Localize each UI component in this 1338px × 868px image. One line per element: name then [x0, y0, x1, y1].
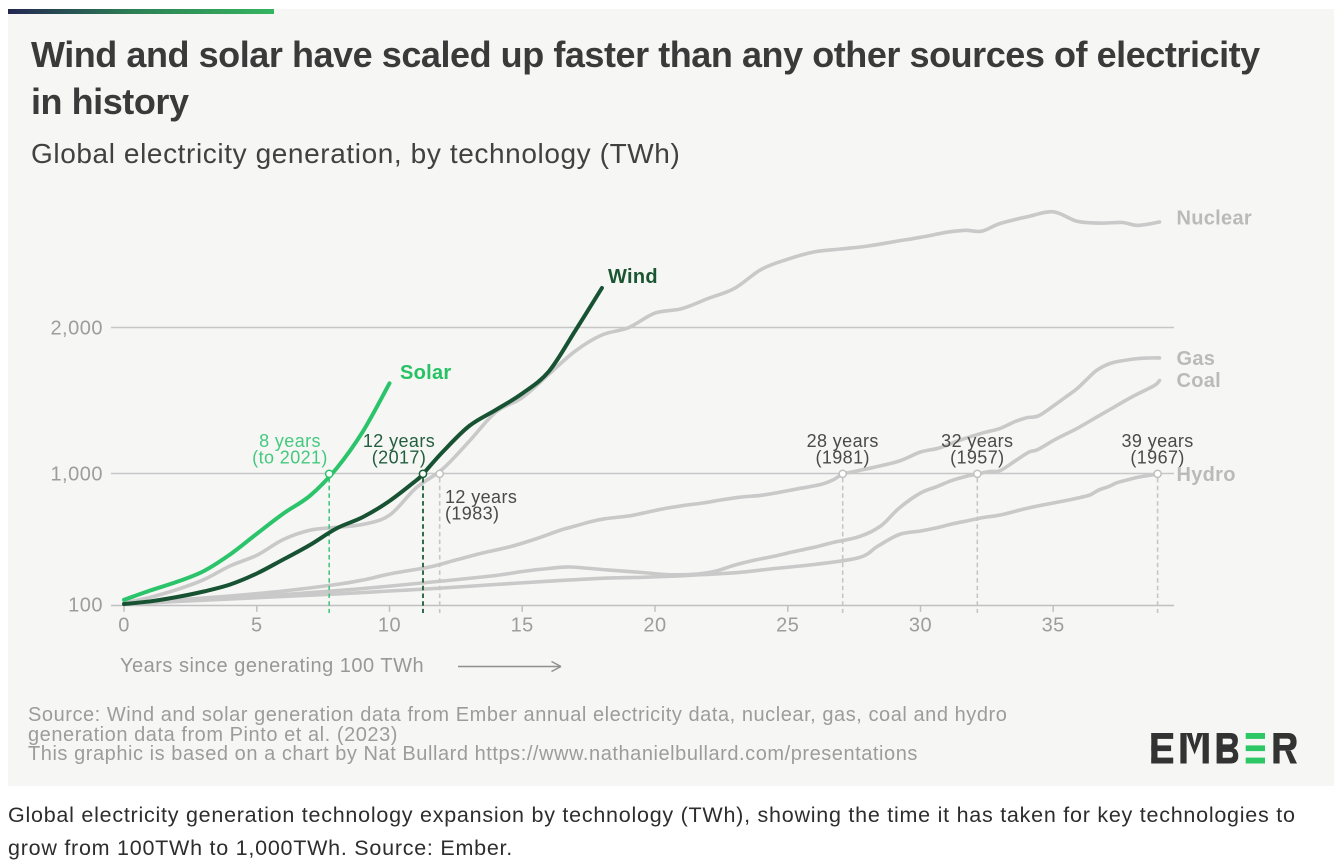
svg-text:2,000: 2,000	[50, 318, 103, 340]
svg-text:39 years: 39 years	[1121, 431, 1193, 451]
svg-text:12 years: 12 years	[445, 487, 517, 507]
svg-text:15: 15	[511, 615, 534, 637]
svg-text:100: 100	[68, 594, 103, 616]
svg-text:1,000: 1,000	[50, 464, 103, 486]
svg-text:35: 35	[1042, 615, 1065, 637]
svg-text:32 years: 32 years	[941, 431, 1013, 451]
svg-text:20: 20	[643, 615, 666, 637]
svg-text:(to 2021): (to 2021)	[252, 448, 328, 468]
svg-text:(1967): (1967)	[1130, 448, 1184, 468]
svg-text:Coal: Coal	[1177, 370, 1222, 392]
svg-text:28 years: 28 years	[807, 431, 879, 451]
svg-text:Gas: Gas	[1177, 348, 1216, 370]
svg-text:Solar: Solar	[400, 362, 452, 384]
svg-text:(1957): (1957)	[950, 448, 1004, 468]
svg-text:Wind: Wind	[608, 266, 658, 288]
svg-text:Years since generating 100 TWh: Years since generating 100 TWh	[120, 655, 424, 677]
svg-text:30: 30	[909, 615, 932, 637]
svg-text:10: 10	[378, 615, 401, 637]
svg-text:Hydro: Hydro	[1177, 464, 1236, 486]
svg-text:25: 25	[776, 615, 799, 637]
svg-text:(2017): (2017)	[372, 448, 426, 468]
svg-text:8 years: 8 years	[259, 431, 321, 451]
svg-text:0: 0	[118, 615, 130, 637]
svg-text:5: 5	[251, 615, 263, 637]
svg-text:(1983): (1983)	[445, 504, 499, 524]
svg-text:(1981): (1981)	[815, 448, 869, 468]
svg-text:12 years: 12 years	[363, 431, 435, 451]
svg-text:Nuclear: Nuclear	[1177, 208, 1252, 230]
